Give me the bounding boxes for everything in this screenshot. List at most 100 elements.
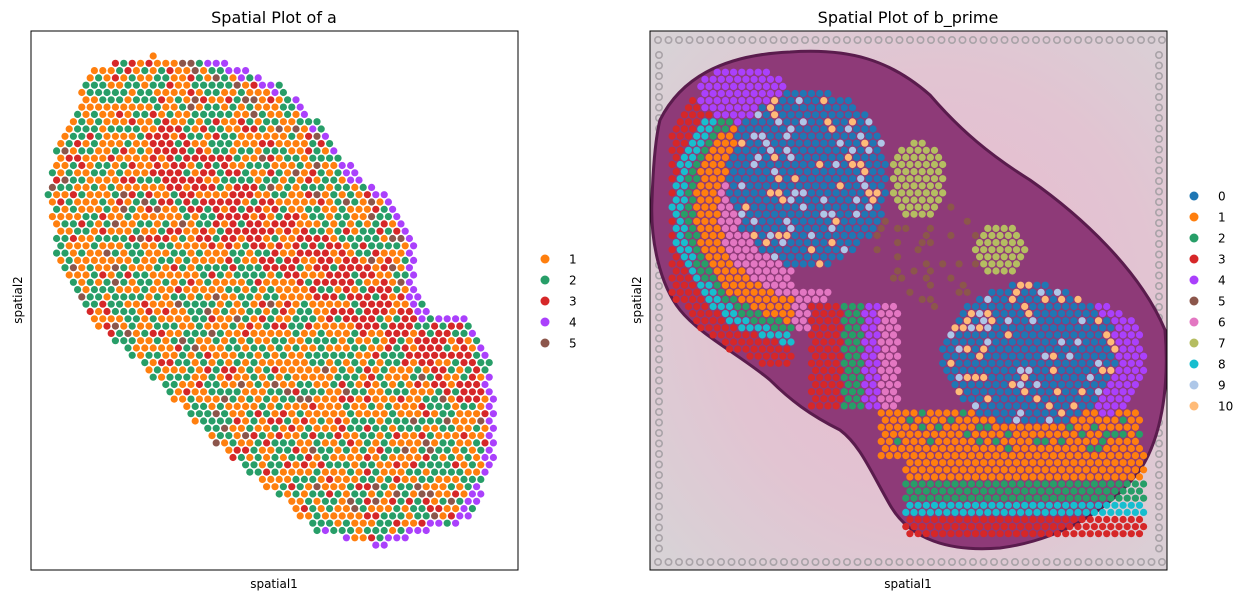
spot xyxy=(676,175,684,183)
spot xyxy=(284,198,292,206)
spot xyxy=(221,380,229,389)
spot xyxy=(951,508,959,516)
spot xyxy=(330,147,338,155)
spot xyxy=(107,140,115,148)
spot xyxy=(943,452,951,460)
spot xyxy=(697,310,705,318)
spot xyxy=(676,118,684,126)
spot xyxy=(906,189,914,197)
spot xyxy=(766,75,775,83)
spot xyxy=(1115,437,1123,445)
spot xyxy=(832,231,840,240)
fiducial-dot xyxy=(811,557,820,566)
spot xyxy=(326,432,334,440)
spot xyxy=(984,452,992,460)
spot xyxy=(758,288,766,296)
spot xyxy=(305,161,313,170)
spot xyxy=(783,160,791,169)
spot xyxy=(326,227,334,235)
spot xyxy=(742,217,750,225)
spot xyxy=(992,523,1000,531)
spot xyxy=(95,147,103,155)
spot xyxy=(869,139,877,147)
spot xyxy=(848,388,857,396)
spot xyxy=(447,483,455,491)
spot xyxy=(229,366,237,374)
spot xyxy=(149,227,157,235)
spot xyxy=(431,322,439,330)
spot xyxy=(1103,345,1111,353)
spot xyxy=(288,424,296,432)
spot xyxy=(321,161,329,170)
spot xyxy=(1066,409,1074,417)
spot xyxy=(326,402,334,410)
spot xyxy=(820,153,828,161)
spot xyxy=(401,373,409,381)
spot xyxy=(795,253,803,261)
spot xyxy=(791,132,799,140)
spot xyxy=(754,139,762,147)
spot xyxy=(967,508,976,516)
spot xyxy=(410,519,418,527)
spot xyxy=(1004,231,1012,240)
spot xyxy=(967,310,976,318)
spot xyxy=(410,417,418,425)
spot xyxy=(384,242,392,250)
spot xyxy=(816,89,824,98)
spot xyxy=(128,161,136,170)
spot xyxy=(865,118,873,126)
spot xyxy=(237,264,245,272)
spot xyxy=(355,395,363,403)
spot xyxy=(359,519,367,527)
spot xyxy=(275,271,283,279)
spot xyxy=(1123,494,1131,502)
spot xyxy=(1119,402,1127,410)
spot xyxy=(78,191,86,199)
spot xyxy=(959,409,967,417)
spot xyxy=(263,249,271,257)
spot xyxy=(170,59,178,67)
spot xyxy=(187,161,195,170)
spot xyxy=(742,118,750,126)
spot xyxy=(1094,317,1103,325)
spot xyxy=(464,439,472,447)
spot xyxy=(212,278,220,286)
spot xyxy=(326,198,334,206)
spot xyxy=(258,140,266,148)
spot xyxy=(137,59,145,67)
spot xyxy=(69,205,77,213)
spot xyxy=(836,168,844,176)
spot xyxy=(988,430,996,438)
spot xyxy=(840,388,848,396)
spot xyxy=(267,227,275,235)
spot xyxy=(898,416,906,424)
spot xyxy=(166,154,174,162)
spot xyxy=(1004,246,1012,254)
spot xyxy=(1135,345,1144,353)
spot xyxy=(179,147,187,155)
spot xyxy=(1033,324,1041,332)
spot xyxy=(225,96,233,104)
spot xyxy=(452,505,460,513)
spot xyxy=(321,526,329,535)
spot xyxy=(86,132,94,140)
spot xyxy=(443,432,451,440)
spot xyxy=(405,249,413,257)
spot xyxy=(342,519,350,527)
spot xyxy=(124,96,132,104)
spot xyxy=(288,395,296,403)
spot xyxy=(149,286,157,294)
spot xyxy=(267,198,275,206)
spot xyxy=(359,227,367,235)
spot xyxy=(254,278,262,286)
spot xyxy=(947,459,955,467)
spot xyxy=(963,473,971,481)
spot xyxy=(721,125,730,133)
spot xyxy=(1000,437,1008,445)
spot xyxy=(321,176,329,184)
spot xyxy=(1037,444,1045,453)
spot xyxy=(672,267,680,275)
spot xyxy=(107,315,115,323)
spot xyxy=(380,322,388,330)
spot xyxy=(754,295,762,303)
